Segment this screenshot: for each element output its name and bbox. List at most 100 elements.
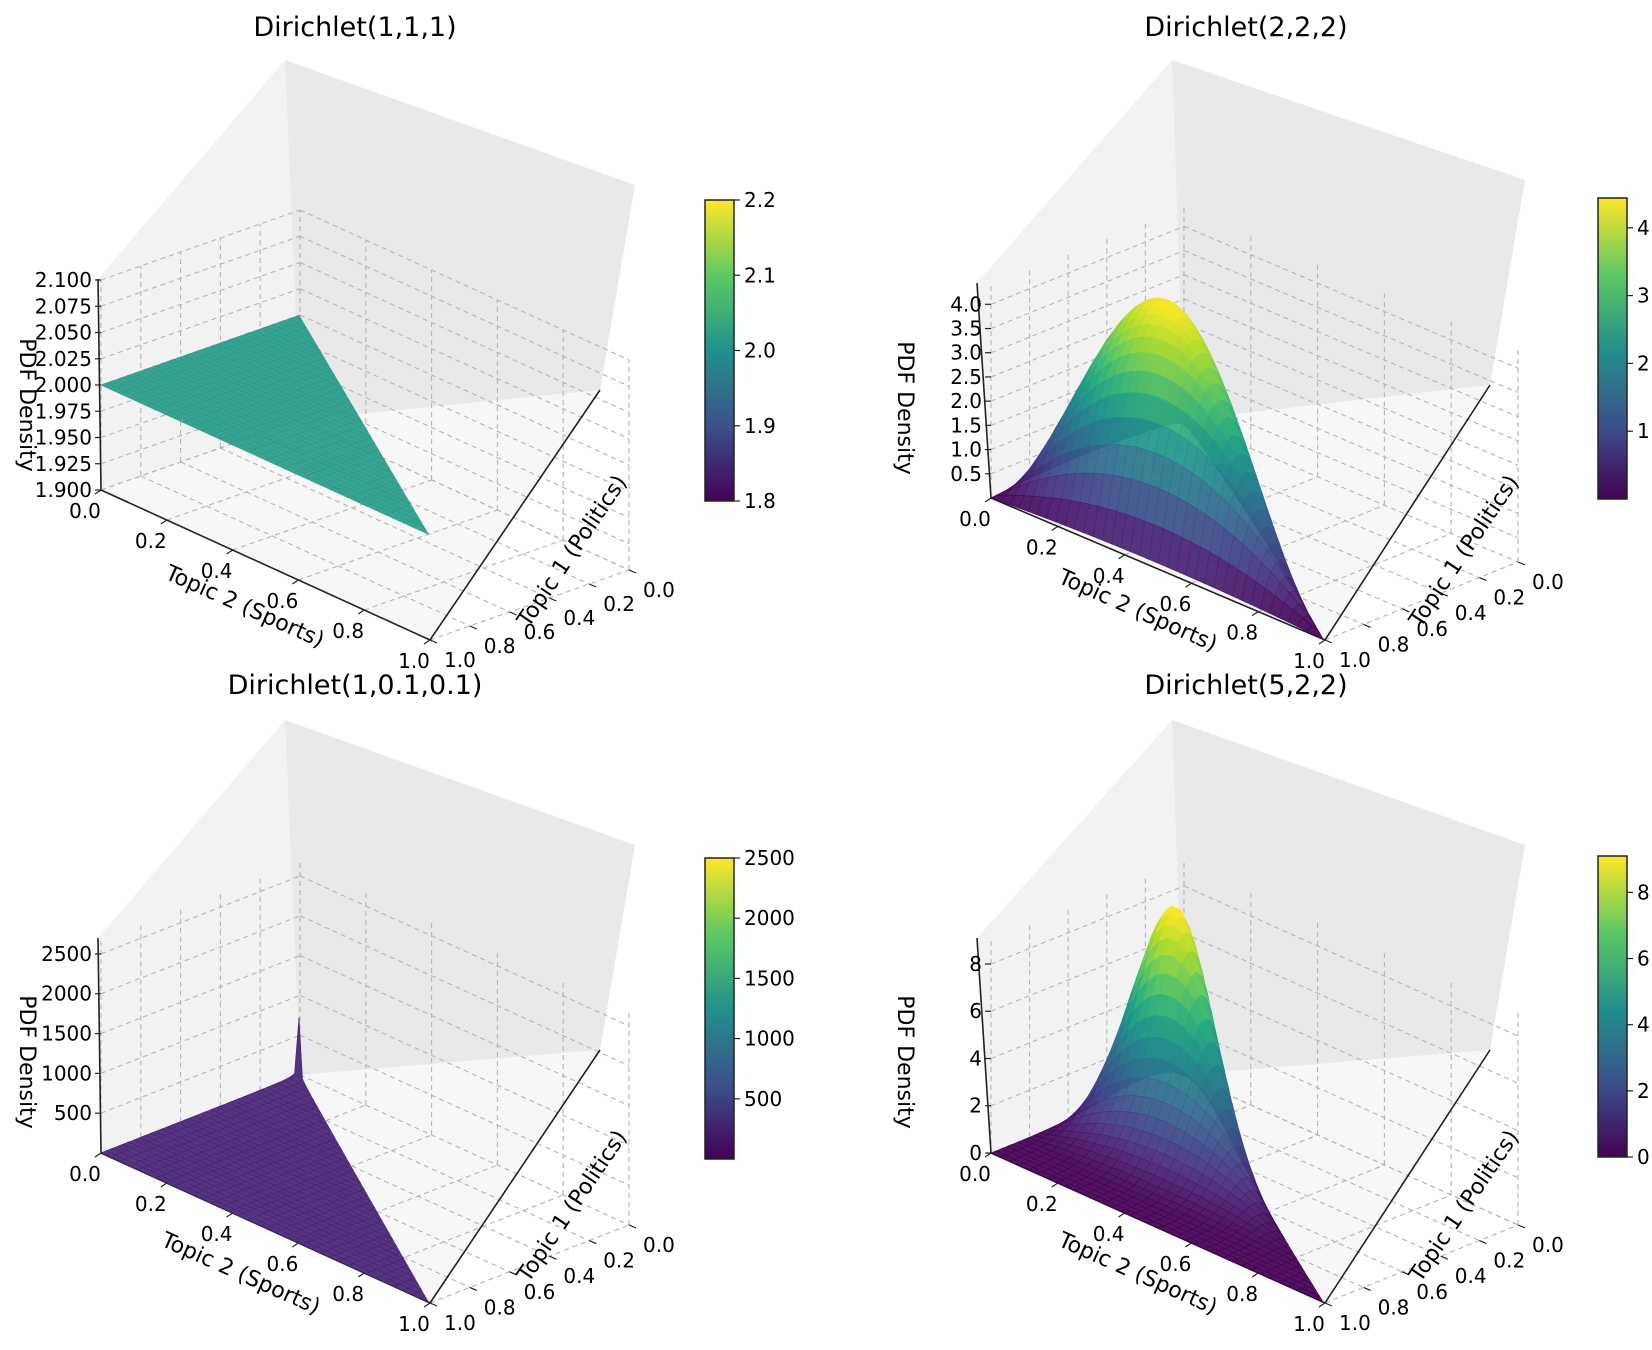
z-tick-label: 4 bbox=[969, 1046, 982, 1070]
y-tick-label: 1.0 bbox=[1339, 1311, 1371, 1335]
surface bbox=[100, 314, 430, 535]
colorbar bbox=[704, 857, 735, 1160]
x-axis-ticks: 0.0 0.2 0.4 0.6 0.8 1.0 bbox=[959, 497, 1326, 673]
x-tick-label: 0.2 bbox=[135, 529, 167, 553]
colorbar-tick-label: 2 bbox=[1637, 1079, 1650, 1103]
z-tick-label: 1000 bbox=[41, 1061, 92, 1085]
colorbar-tick-label: 2.2 bbox=[744, 188, 776, 212]
y-tick-label: 0.0 bbox=[643, 1233, 675, 1257]
pane-floor bbox=[101, 390, 600, 640]
z-tick-label: 4.0 bbox=[950, 292, 982, 316]
colorbar-tick-label: 1000 bbox=[744, 1027, 795, 1051]
z-tick-label: 0.5 bbox=[950, 462, 982, 486]
pane-left bbox=[98, 720, 300, 1153]
x-tick-label: 0.2 bbox=[1026, 1192, 1058, 1216]
y-tick-label: 0.4 bbox=[563, 1264, 595, 1288]
z-tick-label: 2.050 bbox=[35, 321, 92, 345]
y-tick-label: 0.8 bbox=[1378, 632, 1410, 656]
colorbar-tick-label: 4 bbox=[1637, 216, 1650, 240]
subplot-2: Dirichlet(2,2,2) 0.00.20.40.60.81.0 0.00… bbox=[892, 12, 1650, 673]
z-axis-ticks: 0 2 4 6 8 bbox=[969, 952, 991, 1165]
x-tick-label: 0.2 bbox=[135, 1192, 167, 1216]
colorbar-ticks: 1 2 3 4 bbox=[1627, 216, 1650, 443]
colorbar-tick-label: 1.8 bbox=[744, 489, 776, 513]
z-tick-label: 1.975 bbox=[35, 399, 92, 423]
y-tick-label: 0.4 bbox=[563, 606, 595, 630]
y-tick-label: 0.8 bbox=[1378, 1295, 1410, 1319]
z-tick-label: 6 bbox=[969, 999, 982, 1023]
subplot-1: Dirichlet(1,1,1) 0.00.20.40.60.81.0 0.0 0… bbox=[14, 12, 776, 673]
subplot-title: Dirichlet(5,2,2) bbox=[1144, 670, 1347, 701]
z-tick-label: 2500 bbox=[41, 942, 92, 966]
colorbar-ticks: 500 1000 1500 2000 2500 bbox=[734, 846, 795, 1111]
y-tick-label: 0.2 bbox=[1493, 1249, 1525, 1273]
x-tick-label: 0.8 bbox=[1226, 621, 1258, 645]
z-tick-label: 1.925 bbox=[35, 452, 92, 476]
x-tick-label: 0.8 bbox=[332, 1282, 364, 1306]
x-tick-label: 0.8 bbox=[1226, 1282, 1258, 1306]
pane-back bbox=[285, 60, 635, 420]
subplot-4: Dirichlet(5,2,2) 0.00.20.40.60.81.0 0.00… bbox=[892, 670, 1650, 1336]
subplot-title: Dirichlet(2,2,2) bbox=[1144, 12, 1347, 43]
surface-patch bbox=[420, 527, 430, 535]
z-tick-label: 3.0 bbox=[950, 341, 982, 365]
pane-back bbox=[1172, 720, 1525, 1075]
y-tick-label: 0.0 bbox=[643, 578, 675, 602]
x-tick-label: 0.4 bbox=[201, 1222, 233, 1246]
z-tick-label: 1.0 bbox=[950, 438, 982, 462]
z-tick-label: 1.950 bbox=[35, 426, 92, 450]
colorbar-ticks: 1.8 1.9 2.0 2.1 2.2 bbox=[734, 188, 776, 513]
y-axis-ticks: 0.0 0.20.4 0.60.8 1.0 bbox=[1324, 561, 1564, 672]
y-tick-label: 0.8 bbox=[484, 634, 516, 658]
subplot-3: Dirichlet(1,0.1,0.1) 0.00.20.40.60.81.0 … bbox=[14, 670, 795, 1336]
z-tick-label: 3.5 bbox=[950, 317, 982, 341]
x-tick-label: 0.8 bbox=[332, 619, 364, 643]
y-tick-label: 0.4 bbox=[1455, 1264, 1487, 1288]
colorbar-tick-label: 2 bbox=[1637, 351, 1650, 375]
y-tick-label: 0.6 bbox=[1416, 617, 1448, 641]
z-tick-label: 2.000 bbox=[35, 373, 92, 397]
x-axis-ticks: 0.0 0.2 0.4 0.6 0.8 1.0 bbox=[69, 489, 431, 673]
colorbar-tick-label: 3 bbox=[1637, 284, 1650, 308]
z-tick-label: 2 bbox=[969, 1094, 982, 1118]
colorbar-tick-label: 4 bbox=[1637, 1013, 1650, 1037]
z-tick-label: 2.075 bbox=[35, 294, 92, 318]
colorbar-tick-label: 1 bbox=[1637, 419, 1650, 443]
surface bbox=[990, 297, 1325, 641]
subplot-title: Dirichlet(1,1,1) bbox=[253, 12, 456, 43]
z-tick-label: 0 bbox=[969, 1141, 982, 1165]
y-tick-label: 1.0 bbox=[1339, 648, 1371, 672]
y-tick-label: 0.4 bbox=[1455, 601, 1487, 625]
colorbar bbox=[1597, 855, 1628, 1158]
x-tick-label: 1.0 bbox=[1293, 649, 1325, 673]
colorbar bbox=[1597, 197, 1628, 500]
x-tick-label: 0.0 bbox=[69, 1162, 101, 1186]
x-tick-label: 1.0 bbox=[398, 1312, 430, 1336]
colorbar-tick-label: 2000 bbox=[744, 906, 795, 930]
z-tick-label: 2.100 bbox=[35, 268, 92, 292]
z-tick-label: 1500 bbox=[41, 1022, 92, 1046]
x-tick-label: 1.0 bbox=[1293, 1312, 1325, 1336]
x-axis-ticks: 0.0 0.2 0.4 0.6 0.8 1.0 bbox=[69, 1152, 431, 1336]
pane-back bbox=[285, 720, 635, 1075]
y-tick-label: 0.2 bbox=[603, 1249, 635, 1273]
x-tick-label: 0.6 bbox=[266, 1252, 298, 1276]
colorbar-tick-label: 2500 bbox=[744, 846, 795, 870]
z-tick-label: 500 bbox=[54, 1101, 92, 1125]
z-tick-label: 2.0 bbox=[950, 389, 982, 413]
x-tick-label: 0.2 bbox=[1026, 535, 1058, 559]
x-axis-ticks: 0.0 0.2 0.4 0.6 0.8 1.0 bbox=[959, 1152, 1326, 1336]
y-tick-label: 0.0 bbox=[1532, 1233, 1564, 1257]
x-tick-label: 0.0 bbox=[959, 1162, 991, 1186]
z-tick-label: 1.5 bbox=[950, 413, 982, 437]
y-tick-label: 0.2 bbox=[1493, 586, 1525, 610]
x-tick-label: 0.4 bbox=[1093, 564, 1125, 588]
colorbar-ticks: 0 2 4 6 8 bbox=[1627, 880, 1650, 1169]
y-tick-label: 0.2 bbox=[603, 592, 635, 616]
z-axis-label: PDF Density bbox=[14, 995, 39, 1129]
y-axis-ticks: 0.0 0.20.4 0.60.8 1.0 bbox=[1324, 1224, 1564, 1335]
z-tick-label: 2.5 bbox=[950, 365, 982, 389]
y-tick-label: 0.8 bbox=[484, 1295, 516, 1319]
